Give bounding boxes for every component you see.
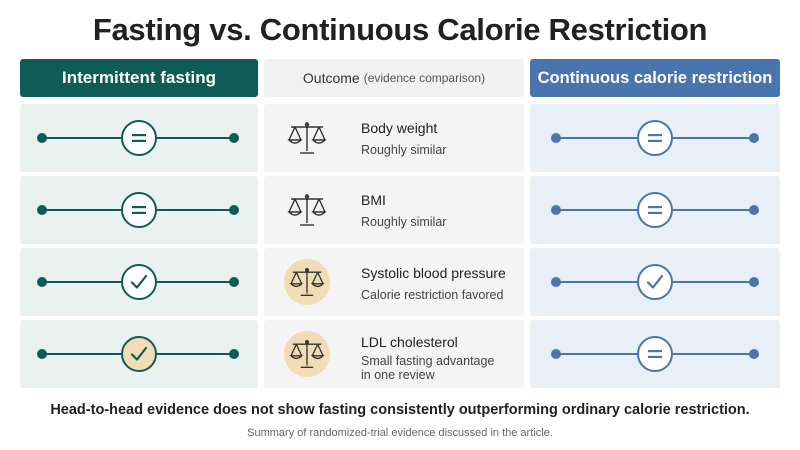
equals-icon bbox=[637, 120, 673, 156]
row-4-finding-line-1: Small fasting advantage bbox=[361, 354, 495, 368]
row-3-restriction-cell bbox=[530, 248, 780, 316]
row-1-restriction-start-dot bbox=[551, 133, 561, 143]
equals-icon bbox=[637, 336, 673, 372]
header-continuous-restriction: Continuous calorie restriction bbox=[530, 59, 780, 97]
row-3-fasting-end-dot bbox=[229, 277, 239, 287]
header-left-label: Intermittent fasting bbox=[62, 68, 216, 87]
row-1-fasting-end-dot bbox=[229, 133, 239, 143]
row-1-fasting-start-dot bbox=[37, 133, 47, 143]
row-4-outcome-label: LDL cholesterol bbox=[361, 334, 458, 350]
row-4-fasting-cell bbox=[20, 320, 258, 388]
row-4-fasting-end-dot bbox=[229, 349, 239, 359]
balance-scale-icon bbox=[284, 187, 330, 233]
page-title: Fasting vs. Continuous Calorie Restricti… bbox=[92, 12, 708, 47]
balance-scale-icon bbox=[284, 331, 330, 377]
row-2-restriction-start-dot bbox=[551, 205, 561, 215]
row-1-finding: Roughly similar bbox=[361, 143, 447, 157]
row-1-restriction-end-dot bbox=[749, 133, 759, 143]
header-middle-note: (evidence comparison) bbox=[363, 71, 486, 85]
row-3-fasting-start-dot bbox=[37, 277, 47, 287]
row-2-fasting-cell bbox=[20, 176, 258, 244]
row-4-finding-line-2: in one review bbox=[361, 368, 435, 382]
row-3-restriction-end-dot bbox=[749, 277, 759, 287]
balance-scale-icon bbox=[284, 115, 330, 161]
row-4-outcome-cell: LDL cholesterol Small fasting advantage … bbox=[264, 320, 524, 388]
row-2-fasting-start-dot bbox=[37, 205, 47, 215]
conclusion-text: Head-to-head evidence does not show fast… bbox=[50, 402, 750, 418]
check-icon bbox=[637, 264, 673, 300]
equals-icon bbox=[121, 120, 157, 156]
row-2-restriction-cell bbox=[530, 176, 780, 244]
row-2-outcome-label: BMI bbox=[361, 192, 386, 208]
row-3-outcome-cell: Systolic blood pressure Calorie restrict… bbox=[264, 248, 524, 316]
row-2-restriction-end-dot bbox=[749, 205, 759, 215]
header-right-label: Continuous calorie restriction bbox=[537, 68, 773, 87]
row-2-finding: Roughly similar bbox=[361, 215, 447, 229]
figure-caption: Summary of randomized-trial evidence dis… bbox=[247, 427, 553, 439]
balance-scale-icon bbox=[284, 259, 330, 305]
row-4-restriction-start-dot bbox=[551, 349, 561, 359]
equals-icon bbox=[121, 192, 157, 228]
row-3-restriction-start-dot bbox=[551, 277, 561, 287]
row-4-restriction-cell bbox=[530, 320, 780, 388]
row-1-outcome-label: Body weight bbox=[361, 120, 438, 136]
row-3-fasting-cell bbox=[20, 248, 258, 316]
equals-icon bbox=[637, 192, 673, 228]
row-1-restriction-cell bbox=[530, 104, 780, 172]
row-2-outcome-cell: BMI Roughly similar bbox=[264, 176, 524, 244]
row-4-fasting-start-dot bbox=[37, 349, 47, 359]
header-middle-label: Outcome bbox=[302, 70, 360, 86]
check-icon bbox=[121, 264, 157, 300]
header-intermittent-fasting: Intermittent fasting bbox=[20, 59, 258, 97]
row-3-outcome-label: Systolic blood pressure bbox=[361, 265, 506, 281]
header-outcome: Outcome (evidence comparison) bbox=[264, 59, 524, 97]
row-1-fasting-cell bbox=[20, 104, 258, 172]
row-1-outcome-cell: Body weight Roughly similar bbox=[264, 104, 524, 172]
check-icon bbox=[121, 336, 157, 372]
row-4-restriction-end-dot bbox=[749, 349, 759, 359]
row-2-fasting-end-dot bbox=[229, 205, 239, 215]
row-3-finding: Calorie restriction favored bbox=[361, 288, 504, 302]
